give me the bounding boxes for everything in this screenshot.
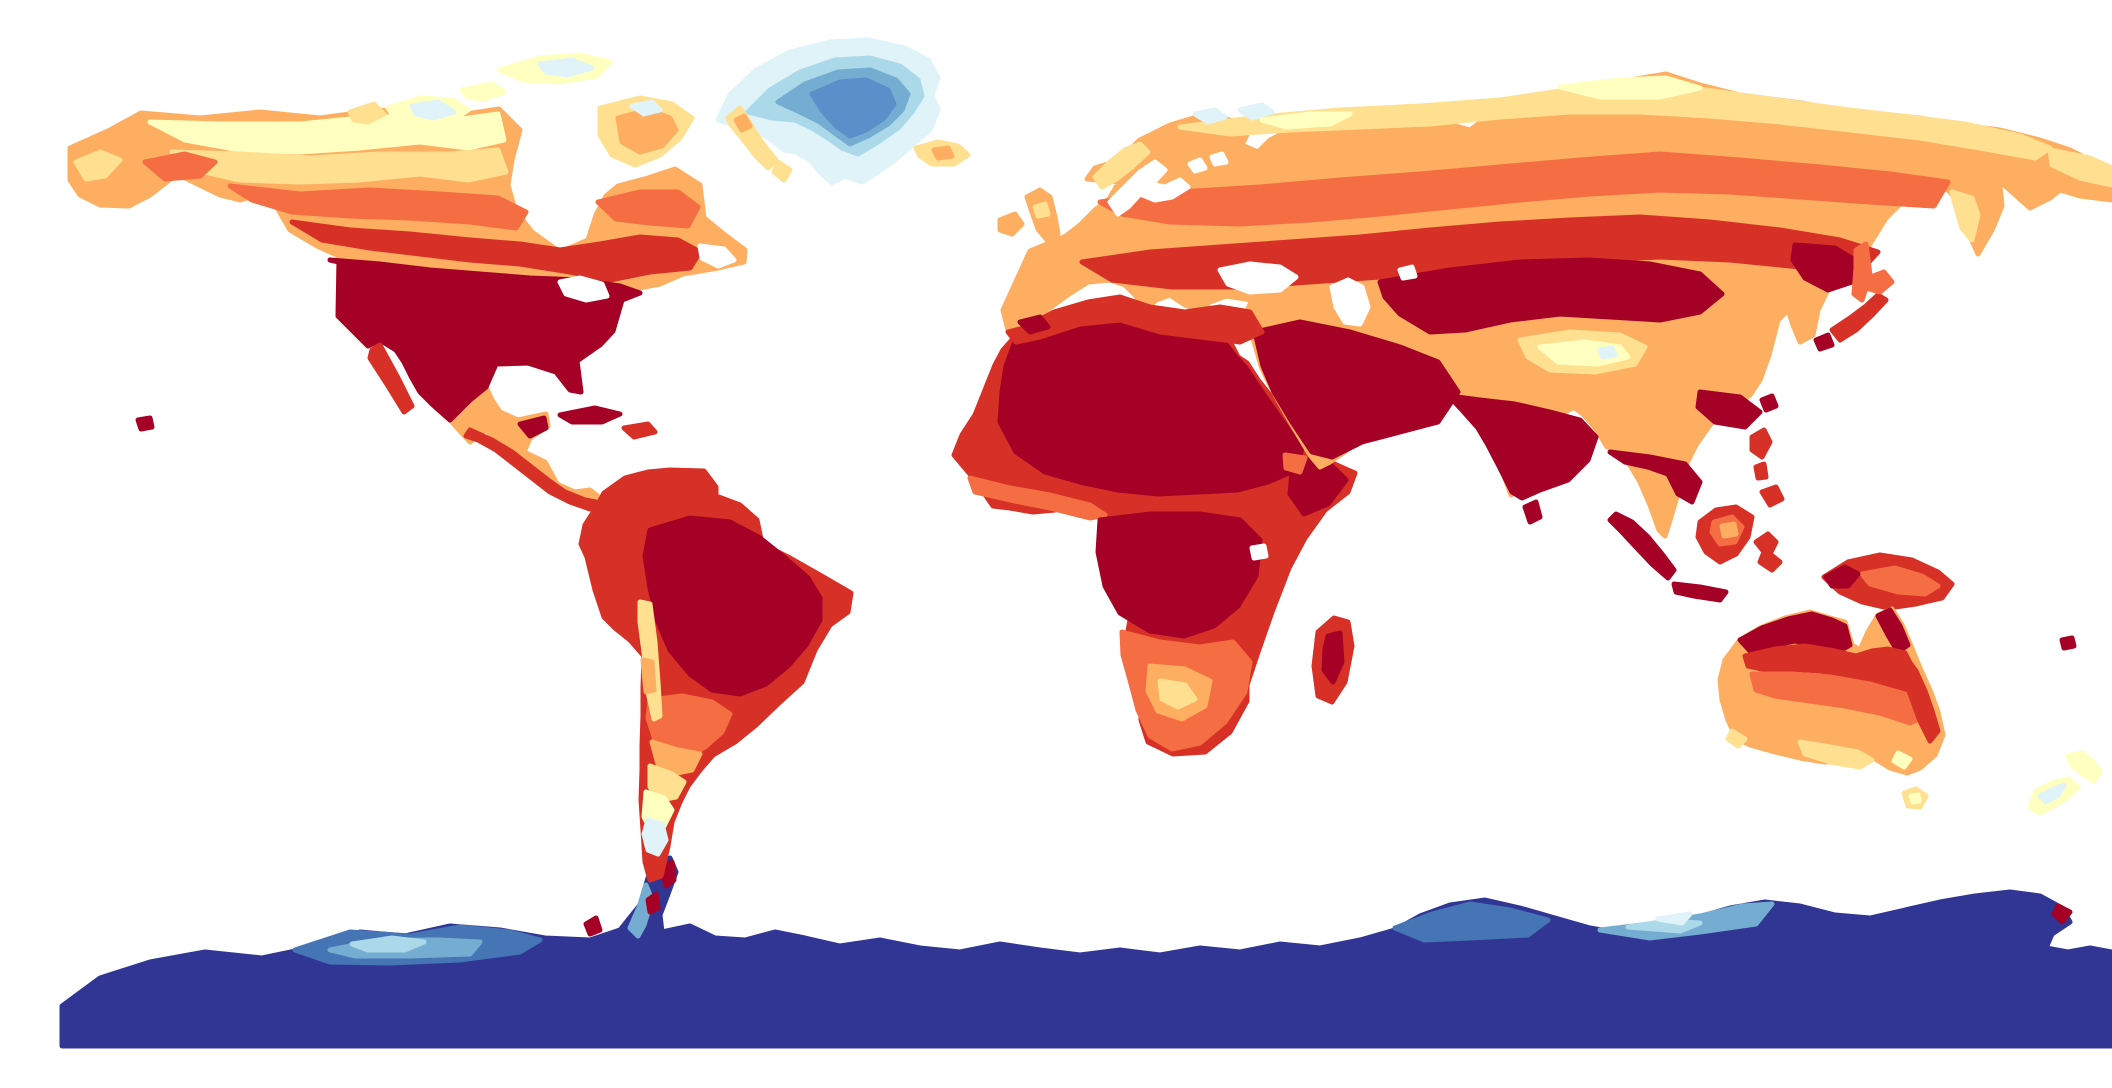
region-sa-south-sand xyxy=(647,763,687,803)
region-as-sri-lanka xyxy=(1522,499,1543,525)
region-na-hawaii xyxy=(135,415,155,432)
region-na-orange-band xyxy=(227,183,529,231)
region-eu-iberia-core xyxy=(1017,314,1051,335)
region-oc-tasmania-cream xyxy=(1908,792,1922,805)
region-af-lake-victoria xyxy=(1249,543,1269,561)
region-arc-victoria-pale xyxy=(409,99,457,121)
region-sa-south-lorange xyxy=(649,739,703,777)
region-sa-atacama-lorange xyxy=(640,657,657,695)
region-na-great-lakes xyxy=(557,275,610,303)
region-as-philippines-mid xyxy=(1753,461,1769,481)
region-oc-new-guinea-core xyxy=(1823,564,1861,589)
region-ant-red-speck-3 xyxy=(583,915,603,937)
region-af-horn-core xyxy=(1287,455,1349,517)
region-as-mindanao xyxy=(1759,484,1785,508)
region-sa-patagonia-pale xyxy=(641,817,669,857)
region-eu-as-orange-band xyxy=(1097,151,1951,227)
region-eu-britain-sand xyxy=(1032,201,1051,219)
region-oc-nz-north-island xyxy=(2065,750,2103,784)
region-as-amur-core xyxy=(1790,242,1861,293)
region-af-madagascar-core xyxy=(1321,630,1345,685)
region-as-mideast-core xyxy=(1252,319,1461,460)
region-na-alaska-orange xyxy=(142,151,218,182)
region-arc-banks xyxy=(347,101,387,125)
region-oc-nz-alps-pale xyxy=(2037,782,2067,805)
region-eu-baltic-sea xyxy=(1107,159,1191,217)
region-af-congo-core xyxy=(1095,511,1263,639)
region-na-cuba xyxy=(557,405,623,425)
region-ant-coast-palecyan-east xyxy=(1655,911,1693,926)
region-grl-sw-sand-2 xyxy=(771,159,793,183)
region-as-indochina-core xyxy=(1607,449,1703,505)
region-oc-fiji xyxy=(2059,635,2077,651)
region-ant-red-speck-2 xyxy=(645,891,661,915)
region-as-siberia-cream xyxy=(1557,75,1703,100)
region-as-sulawesi xyxy=(1753,531,1783,573)
region-as-aral-sea xyxy=(1397,264,1418,281)
region-as-chukotka-sand xyxy=(2047,147,2112,188)
region-arc-baffin-pale xyxy=(629,99,663,117)
region-na-orange-quebec xyxy=(595,189,701,229)
region-arc-island-small xyxy=(459,81,507,102)
region-ant-coast-blue-east xyxy=(1392,901,1551,943)
region-oc-australia-north-core xyxy=(1737,611,1853,655)
region-na-alaska-sand xyxy=(73,149,123,182)
region-as-japan-honshu xyxy=(1829,292,1889,343)
region-as-kamchatka-sand xyxy=(1949,189,1981,243)
region-oc-new-guinea-orange xyxy=(1859,565,1941,597)
region-oc-australia-se-cream xyxy=(1891,750,1913,770)
region-eu-scandes-sand xyxy=(1092,141,1151,190)
region-na-central-america-red xyxy=(463,427,599,512)
region-oc-cape-york-core xyxy=(1875,607,1911,655)
region-af-guinea-orange xyxy=(967,475,1108,521)
region-as-south-china-core xyxy=(1695,389,1763,430)
region-grl-core xyxy=(809,77,897,139)
region-ant-red-speck-4 xyxy=(2051,903,2073,925)
region-af-ethiopia-orange xyxy=(1282,452,1308,475)
region-sa-south-orange xyxy=(645,693,733,760)
region-as-java xyxy=(1671,581,1729,603)
region-sa-amazon-core xyxy=(642,515,823,697)
region-eu-ireland xyxy=(997,211,1025,237)
region-as-taiwan xyxy=(1759,393,1779,413)
region-as-caspian-sea xyxy=(1329,277,1371,327)
region-as-tibet-pale xyxy=(1597,345,1618,360)
region-na-gulf-st-lawrence xyxy=(697,243,737,269)
region-as-arctic-pale-1 xyxy=(1192,107,1228,125)
region-grl-iceland-dot xyxy=(931,145,955,161)
region-grl-sw-lorange xyxy=(733,113,753,133)
region-as-sumatra xyxy=(1607,511,1677,581)
region-na-yucatan-core xyxy=(517,415,549,439)
region-eu-black-sea xyxy=(1217,261,1299,295)
region-na-tundra-sand xyxy=(169,147,509,185)
region-oc-australia-sw-sand xyxy=(1725,728,1748,749)
region-as-india-core xyxy=(1446,393,1599,501)
region-na-baja-red xyxy=(367,342,415,415)
region-na-red-band xyxy=(289,219,703,283)
region-oc-australia-south-sand xyxy=(1797,739,1875,770)
region-as-siberia-cream-2 xyxy=(1259,111,1353,130)
region-eu-south-europe-red xyxy=(1005,294,1265,345)
region-arc-ellesmere-pale xyxy=(537,57,595,78)
region-eu-lake-onega xyxy=(1209,151,1229,167)
region-as-arctic-pale-2 xyxy=(1237,102,1275,121)
region-as-borneo-lorange xyxy=(1719,521,1739,539)
region-as-japan-kyushu xyxy=(1813,332,1835,352)
region-oc-queensland-red xyxy=(1902,653,1941,744)
region-eu-lake-ladoga xyxy=(1187,157,1208,174)
region-na-hispaniola xyxy=(621,421,658,440)
region-ant-coast-lightblue-west xyxy=(349,935,427,953)
region-as-luzon xyxy=(1749,427,1773,460)
region-ant-ice-sheet xyxy=(59,855,2112,1049)
region-af-kalahari-sand xyxy=(1157,678,1198,710)
region-as-sakhalin xyxy=(1851,241,1873,303)
region-as-centralasia-core xyxy=(1377,257,1725,335)
region-as-japan-hokkaido xyxy=(1863,269,1895,295)
